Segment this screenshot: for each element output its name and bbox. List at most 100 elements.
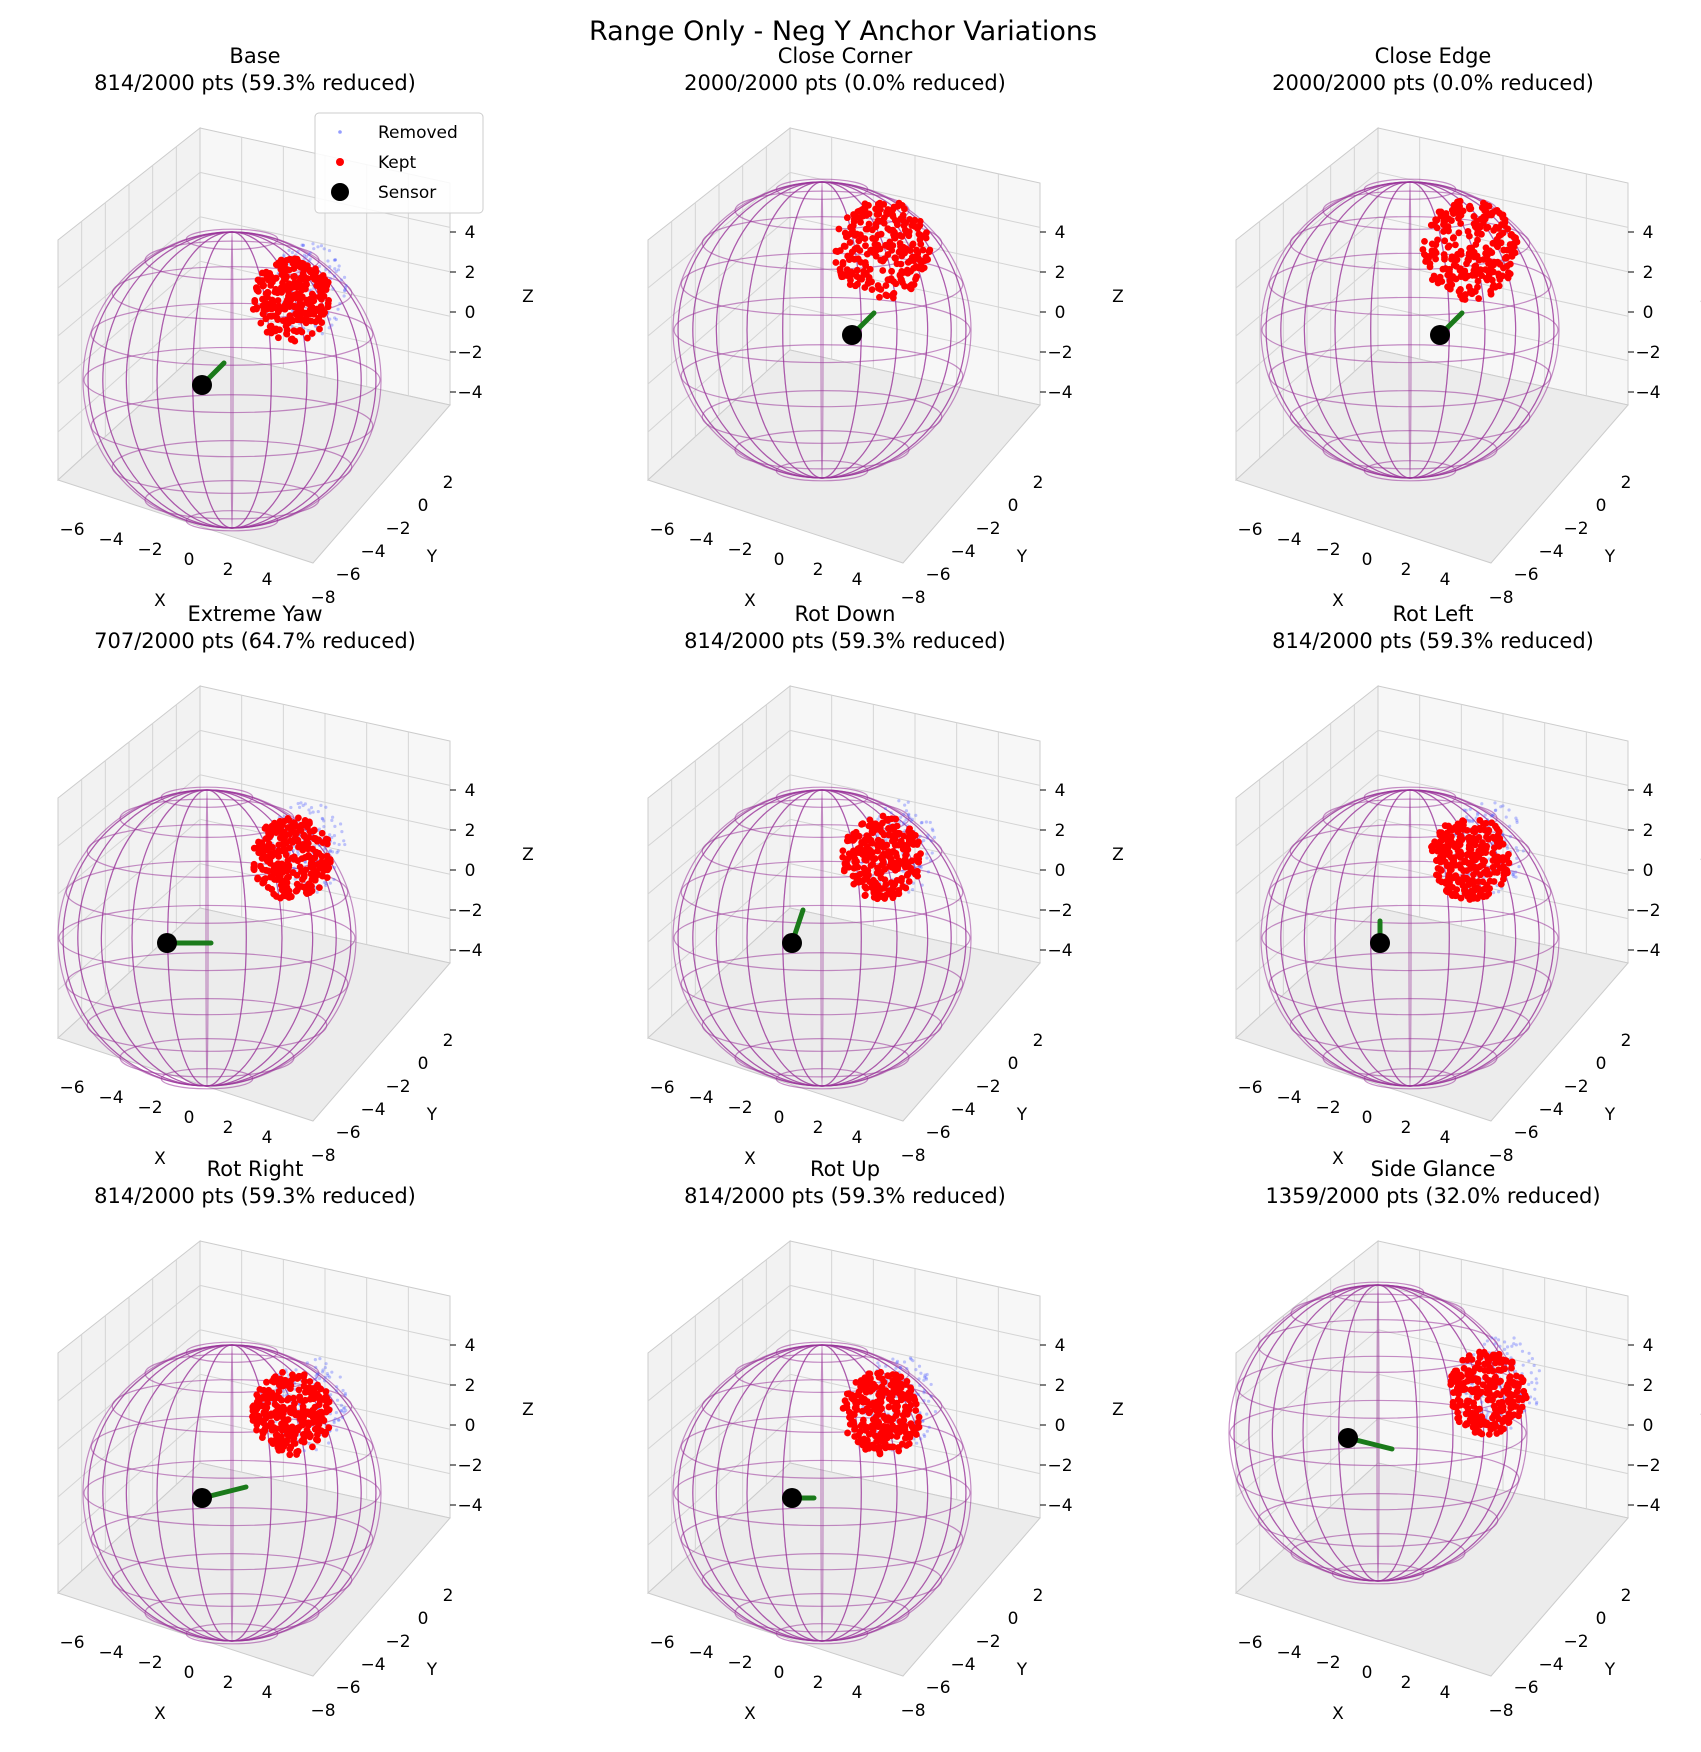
kept-point <box>889 1371 897 1378</box>
kept-point <box>289 317 297 325</box>
y-tick-label: −2 <box>975 1077 1000 1097</box>
kept-point <box>287 1443 295 1451</box>
kept-point <box>1468 290 1476 298</box>
kept-point <box>835 225 843 233</box>
kept-point <box>310 826 318 834</box>
grid-line <box>57 818 201 943</box>
kept-point <box>1481 857 1489 865</box>
z-tick-label: 0 <box>1643 303 1654 323</box>
kept-point <box>876 1450 884 1458</box>
kept-point <box>862 1427 870 1434</box>
removed-point <box>289 805 293 810</box>
kept-point <box>892 815 900 823</box>
y-tick-label: −2 <box>385 1077 410 1097</box>
z-tick-label: 2 <box>1055 263 1066 283</box>
kept-point <box>857 1422 865 1430</box>
removed-point <box>307 808 311 812</box>
y-tick-label: −2 <box>975 519 1000 539</box>
kept-point <box>879 267 887 274</box>
kept-point <box>893 852 900 860</box>
kept-point <box>319 286 327 294</box>
removed-point <box>1493 801 1497 805</box>
removed-point <box>328 850 332 854</box>
kept-point <box>250 1402 258 1410</box>
kept-point <box>266 842 274 850</box>
kept-point <box>1455 214 1462 222</box>
kept-point <box>1485 1431 1493 1438</box>
y-tick-label: 0 <box>418 1054 429 1074</box>
kept-point <box>859 1416 867 1424</box>
removed-point <box>290 324 294 329</box>
y-tick-label: 2 <box>443 1031 454 1051</box>
removed-point <box>342 294 346 298</box>
removed-point <box>1516 849 1520 853</box>
kept-point <box>868 828 876 836</box>
grid-line <box>199 305 451 362</box>
kept-point <box>274 297 282 304</box>
kept-point <box>1428 276 1436 283</box>
grid-line <box>57 1418 201 1546</box>
z-tick-label: 4 <box>1055 781 1066 801</box>
removed-point <box>924 1376 928 1380</box>
y-tick-label: −4 <box>360 1100 385 1120</box>
kept-point <box>1464 256 1472 263</box>
x-axis-label: X <box>154 591 166 611</box>
removed-point <box>1537 1369 1541 1373</box>
kept-point <box>1477 230 1485 238</box>
y-tick-label: −4 <box>950 1655 975 1675</box>
subplot-subtitle: 2000/2000 pts (0.0% reduced) <box>684 71 1006 95</box>
kept-point <box>320 1417 328 1424</box>
x-tick-label: −4 <box>98 1643 123 1663</box>
kept-point <box>287 1377 295 1385</box>
kept-point <box>1451 1367 1459 1375</box>
removed-point <box>339 278 344 282</box>
removed-point <box>1476 811 1480 815</box>
kept-point <box>865 1377 873 1384</box>
kept-point <box>862 242 869 250</box>
kept-point <box>316 325 323 333</box>
kept-point <box>286 256 293 263</box>
sphere-parallel <box>775 1623 869 1645</box>
removed-point <box>1515 856 1519 860</box>
removed-point <box>1505 1345 1510 1349</box>
sphere-parallel <box>734 1592 910 1633</box>
removed-point <box>328 833 332 837</box>
y-tick-label: −6 <box>925 1678 950 1698</box>
kept-point <box>872 223 880 231</box>
removed-point <box>342 275 347 280</box>
kept-point <box>1476 223 1484 231</box>
kept-point <box>1428 842 1436 850</box>
removed-point <box>926 836 930 840</box>
kept-point <box>876 206 884 214</box>
kept-point <box>899 859 907 867</box>
kept-point <box>836 265 844 273</box>
kept-point <box>870 881 878 889</box>
kept-point <box>1442 265 1449 272</box>
kept-point <box>1489 1396 1496 1404</box>
kept-point <box>906 825 913 833</box>
kept-point <box>291 1399 298 1407</box>
removed-point <box>884 1364 888 1368</box>
kept-point <box>862 261 870 269</box>
kept-point <box>914 264 922 272</box>
sphere-parallel <box>775 1068 869 1090</box>
removed-point <box>321 817 325 821</box>
removed-point <box>299 801 303 805</box>
removed-point <box>311 242 315 246</box>
kept-point <box>1450 840 1458 848</box>
kept-point <box>917 240 925 248</box>
z-tick-label: −4 <box>1047 1496 1072 1516</box>
kept-point <box>1500 869 1508 877</box>
removed-point <box>922 1398 926 1403</box>
kept-point <box>283 1423 291 1431</box>
removed-point <box>330 835 334 840</box>
kept-point <box>863 1405 871 1413</box>
y-tick-label: −6 <box>925 565 950 585</box>
kept-point <box>290 327 298 335</box>
removed-point <box>1527 1401 1532 1405</box>
removed-point <box>902 812 906 817</box>
kept-point <box>844 1429 851 1437</box>
x-tick-label: −2 <box>137 540 162 560</box>
removed-point <box>929 1382 933 1387</box>
